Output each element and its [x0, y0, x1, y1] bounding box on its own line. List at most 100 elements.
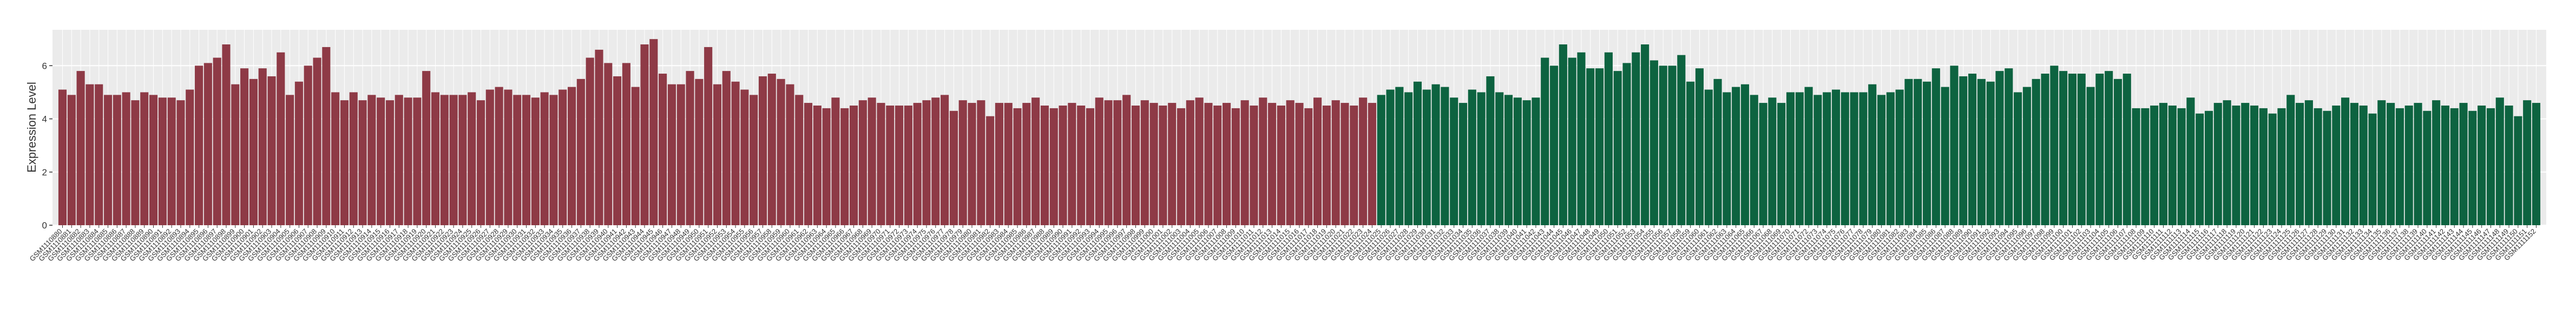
bar — [367, 95, 376, 225]
bar — [659, 74, 667, 225]
bar — [95, 84, 103, 225]
bar — [1559, 44, 1567, 225]
bar — [1986, 81, 1995, 225]
bar — [2350, 103, 2358, 225]
bar — [1031, 97, 1040, 225]
bar — [1859, 92, 1868, 225]
bar — [195, 66, 203, 225]
bar — [922, 100, 931, 225]
bar — [277, 52, 285, 226]
bar — [458, 95, 467, 225]
bar — [58, 89, 67, 225]
bar — [531, 97, 540, 225]
bar — [1350, 105, 1358, 225]
bar — [877, 103, 885, 225]
bar — [2014, 92, 2022, 225]
bar — [1713, 78, 1722, 225]
bar — [731, 81, 740, 225]
bar — [1723, 92, 1731, 225]
bar — [941, 95, 949, 225]
bar — [76, 71, 85, 225]
bar — [995, 103, 1003, 225]
bar — [1768, 97, 1777, 225]
bar — [1222, 103, 1231, 225]
bar — [895, 105, 904, 225]
y-tick-label: 2 — [42, 167, 47, 178]
bar — [795, 95, 804, 225]
bar — [468, 92, 476, 225]
bar — [1468, 89, 1476, 225]
bar — [1331, 100, 1340, 225]
bar — [2168, 105, 2177, 225]
bar — [1486, 76, 1495, 225]
bar — [1159, 105, 1167, 225]
bar — [1950, 66, 1959, 225]
bar — [1195, 97, 1204, 225]
bar — [1541, 57, 1549, 226]
bar — [2050, 66, 2059, 225]
bar — [949, 110, 958, 225]
bar — [1386, 89, 1395, 225]
bar — [1250, 105, 1258, 225]
bar — [1931, 68, 1940, 226]
bar — [540, 92, 549, 225]
bar — [840, 108, 849, 225]
bar — [1104, 100, 1113, 225]
bar — [485, 89, 494, 225]
bar — [349, 92, 358, 225]
bar — [1077, 105, 1086, 225]
bar — [1122, 95, 1131, 225]
bar — [2223, 100, 2231, 225]
bar — [1549, 66, 1559, 225]
bar — [2441, 105, 2450, 225]
bar — [1240, 100, 1249, 225]
bar — [1395, 87, 1404, 225]
bar — [2259, 108, 2268, 225]
bar — [2077, 74, 2086, 225]
bar — [149, 95, 158, 225]
bar — [113, 95, 121, 225]
bar — [1086, 108, 1095, 225]
bar — [440, 95, 449, 225]
bar — [1340, 103, 1349, 225]
bar — [2105, 71, 2113, 225]
bar — [1795, 92, 1804, 225]
bar — [431, 92, 440, 225]
bar — [1831, 89, 1841, 225]
bar — [2005, 68, 2013, 226]
bar — [331, 92, 340, 225]
bar — [2159, 103, 2168, 225]
bar — [2332, 105, 2341, 225]
bar — [2377, 100, 2386, 225]
bar — [1668, 66, 1677, 225]
bar — [649, 39, 658, 225]
bar — [522, 95, 531, 225]
bar — [2505, 105, 2513, 225]
y-axis-title: Expression Level — [25, 82, 38, 173]
y-tick-label: 0 — [42, 220, 47, 231]
bar — [2068, 74, 2077, 225]
bar — [704, 47, 713, 225]
bar — [1868, 84, 1877, 225]
bar — [695, 78, 704, 225]
labels: 0246GSM1110880GSM1110881GSM1110882GSM111… — [28, 61, 2538, 263]
bar — [958, 100, 967, 225]
bar — [2213, 103, 2222, 225]
bar — [495, 87, 503, 225]
bar — [1431, 84, 1440, 225]
bar — [1068, 103, 1076, 225]
bar — [86, 84, 94, 225]
bar — [986, 116, 995, 225]
bar — [1022, 103, 1031, 225]
bar — [186, 89, 194, 225]
bar — [413, 97, 422, 225]
bar — [422, 71, 431, 225]
bar — [1213, 105, 1222, 225]
bar — [1313, 97, 1322, 225]
bar — [740, 89, 749, 225]
bar — [167, 97, 176, 225]
bar — [1732, 87, 1740, 225]
bar — [1804, 87, 1813, 225]
